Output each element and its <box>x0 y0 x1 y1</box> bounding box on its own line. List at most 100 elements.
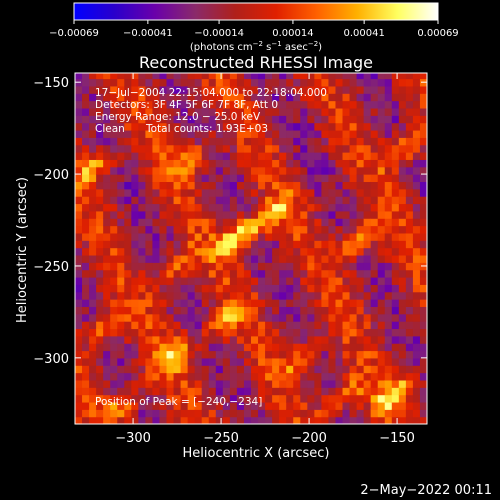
heatmap-cell <box>398 313 407 322</box>
heatmap-cell <box>124 129 132 138</box>
heatmap-cell <box>96 129 104 138</box>
heatmap-cell <box>89 313 97 322</box>
heatmap-cell <box>335 232 344 241</box>
heatmap-cell <box>265 409 273 418</box>
heatmap-cell <box>215 166 224 175</box>
heatmap-cell <box>349 335 358 344</box>
heatmap-cell <box>405 115 414 124</box>
heatmap-cell <box>215 152 224 160</box>
heatmap-cell <box>194 174 203 183</box>
heatmap-cell <box>356 166 365 175</box>
heatmap-cell <box>265 159 273 168</box>
heatmap-cell <box>314 387 322 396</box>
heatmap-cell <box>419 247 427 256</box>
heatmap-cell <box>265 247 273 256</box>
heatmap-cell <box>286 188 294 197</box>
heatmap-cell <box>335 174 344 183</box>
heatmap-cell <box>75 188 83 197</box>
heatmap-cell <box>307 144 315 153</box>
heatmap-cell <box>187 247 196 256</box>
heatmap-cell <box>300 387 308 396</box>
heatmap-cell <box>187 350 196 359</box>
heatmap-cell <box>419 225 427 234</box>
heatmap-cell <box>286 291 294 300</box>
heatmap-cell <box>187 284 196 293</box>
heatmap-cell <box>229 232 238 241</box>
heatmap-cell <box>75 387 83 396</box>
heatmap-cell <box>293 365 301 374</box>
heatmap-cell <box>145 107 154 116</box>
heatmap-cell <box>272 137 280 146</box>
heatmap-cell <box>419 240 427 249</box>
heatmap-cell <box>398 144 407 153</box>
heatmap-cell <box>377 100 386 109</box>
heatmap-cell <box>363 313 372 322</box>
heatmap-cell <box>419 196 427 205</box>
heatmap-cell <box>328 129 337 138</box>
heatmap-cell <box>152 225 161 234</box>
heatmap-cell <box>89 181 97 190</box>
heatmap-cell <box>159 350 168 359</box>
heatmap-cell <box>201 225 210 234</box>
heatmap-cell <box>89 129 97 138</box>
heatmap-cell <box>370 284 379 293</box>
heatmap-cell <box>342 401 351 410</box>
heatmap-cell <box>258 122 266 131</box>
heatmap-cell <box>229 247 238 256</box>
heatmap-cell <box>363 357 372 366</box>
heatmap-cell <box>208 291 217 300</box>
heatmap-cell <box>412 240 421 249</box>
heatmap-cell <box>117 210 125 219</box>
heatmap-cell <box>152 394 161 403</box>
heatmap-cell <box>124 78 132 87</box>
heatmap-cell <box>138 159 146 168</box>
heatmap-cell <box>82 409 90 418</box>
heatmap-cell <box>356 240 365 249</box>
heatmap-cell <box>370 232 379 241</box>
heatmap-cell <box>222 196 231 205</box>
heatmap-cell <box>75 254 83 263</box>
heatmap-cell <box>236 107 245 116</box>
heatmap-cell <box>335 254 344 263</box>
heatmap-cell <box>173 284 182 293</box>
heatmap-cell <box>82 372 90 381</box>
heatmap-cell <box>138 166 146 175</box>
heatmap-cell <box>166 409 175 418</box>
heatmap-cell <box>293 115 301 124</box>
heatmap-cell <box>419 416 427 424</box>
heatmap-cell <box>103 372 111 381</box>
heatmap-cell <box>391 196 400 205</box>
heatmap-cell <box>173 262 182 271</box>
heatmap-cell <box>89 335 97 344</box>
heatmap-cell <box>363 196 372 205</box>
heatmap-cell <box>293 313 301 322</box>
heatmap-cell <box>243 232 252 241</box>
heatmap-cell <box>314 93 322 102</box>
heatmap-cell <box>131 232 139 241</box>
heatmap-cell <box>89 291 97 300</box>
heatmap-cell <box>187 107 196 116</box>
heatmap-cell <box>370 100 379 109</box>
heatmap-cell <box>384 137 393 146</box>
heatmap-cell <box>159 122 168 131</box>
heatmap-cell <box>215 372 224 381</box>
heatmap-cell <box>180 313 189 322</box>
heatmap-cell <box>166 247 175 256</box>
heatmap-cell <box>243 409 252 418</box>
heatmap-cell <box>173 196 182 205</box>
heatmap-cell <box>363 409 372 418</box>
heatmap-cell <box>356 379 365 388</box>
heatmap-cell <box>328 115 337 124</box>
heatmap-cell <box>243 321 252 330</box>
heatmap-cell <box>229 387 238 396</box>
heatmap-cell <box>208 225 217 234</box>
heatmap-cell <box>152 210 161 219</box>
heatmap-cell <box>89 203 97 212</box>
heatmap-cell <box>265 262 273 271</box>
heatmap-cell <box>166 218 175 227</box>
heatmap-cell <box>370 196 379 205</box>
heatmap-cell <box>279 313 287 322</box>
y-tick-label: −300 <box>33 352 69 367</box>
heatmap-cell <box>314 313 322 322</box>
heatmap-cell <box>307 365 315 374</box>
